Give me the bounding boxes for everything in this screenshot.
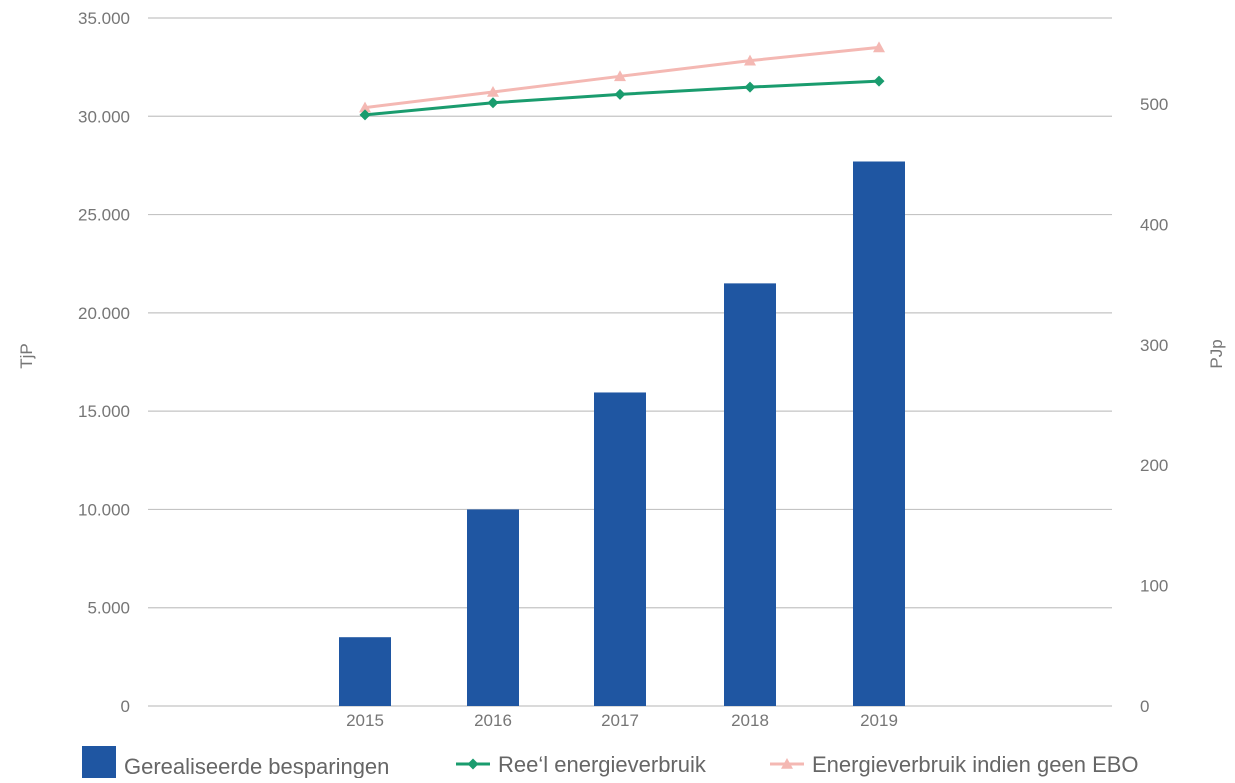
bar xyxy=(467,509,519,706)
legend-label: Energieverbruik indien geen EBO xyxy=(812,752,1139,777)
line-point xyxy=(487,85,499,97)
lines xyxy=(359,41,885,121)
right-tick-label: 100 xyxy=(1140,577,1168,596)
legend-label: Ree‘l energieverbruik xyxy=(498,752,707,777)
bars xyxy=(339,161,905,707)
right-axis-ticks: 0 100 200 300 400 500 xyxy=(1140,95,1168,716)
line-point xyxy=(873,41,885,53)
right-tick-label: 500 xyxy=(1140,95,1168,114)
x-tick-label: 2015 xyxy=(346,711,384,730)
left-tick-label: 10.000 xyxy=(78,500,130,519)
bar xyxy=(724,283,776,706)
left-tick-label: 30.000 xyxy=(78,107,130,126)
x-tick-label: 2018 xyxy=(731,711,769,730)
line-point xyxy=(359,109,371,121)
line-point xyxy=(744,81,756,93)
x-tick-label: 2019 xyxy=(860,711,898,730)
left-tick-label: 15.000 xyxy=(78,402,130,421)
x-tick-label: 2016 xyxy=(474,711,512,730)
line-point xyxy=(614,88,626,100)
right-tick-label: 300 xyxy=(1140,336,1168,355)
left-axis-ticks: 0 5.000 10.000 15.000 20.000 25.000 30.000 35.0… xyxy=(78,9,130,716)
legend: Gerealiseerde besparingen Ree‘l energieve… xyxy=(82,746,1139,780)
left-tick-label: 5.000 xyxy=(87,599,130,618)
left-axis-label: TjP xyxy=(17,343,36,369)
right-tick-label: 400 xyxy=(1140,215,1168,234)
bar xyxy=(594,392,646,706)
line-point xyxy=(614,70,626,82)
right-axis-label: PJp xyxy=(1207,339,1226,368)
line-point xyxy=(744,54,756,66)
legend-marker xyxy=(781,758,793,769)
legend-marker xyxy=(467,758,479,770)
legend-label: Gerealiseerde besparingen xyxy=(124,754,389,778)
bar xyxy=(853,161,905,707)
line-point xyxy=(487,97,499,109)
line-point xyxy=(359,101,371,113)
x-tick-label: 2017 xyxy=(601,711,639,730)
left-tick-label: 25.000 xyxy=(78,206,130,225)
bar xyxy=(339,637,391,706)
left-tick-label: 35.000 xyxy=(78,9,130,28)
left-tick-label: 20.000 xyxy=(78,304,130,323)
line-point xyxy=(873,75,885,87)
right-tick-label: 0 xyxy=(1140,697,1149,716)
left-tick-label: 0 xyxy=(121,697,130,716)
x-axis-ticks: 2015 2016 2017 2018 2019 xyxy=(346,711,898,730)
legend-swatch xyxy=(82,746,116,780)
right-tick-label: 200 xyxy=(1140,456,1168,475)
